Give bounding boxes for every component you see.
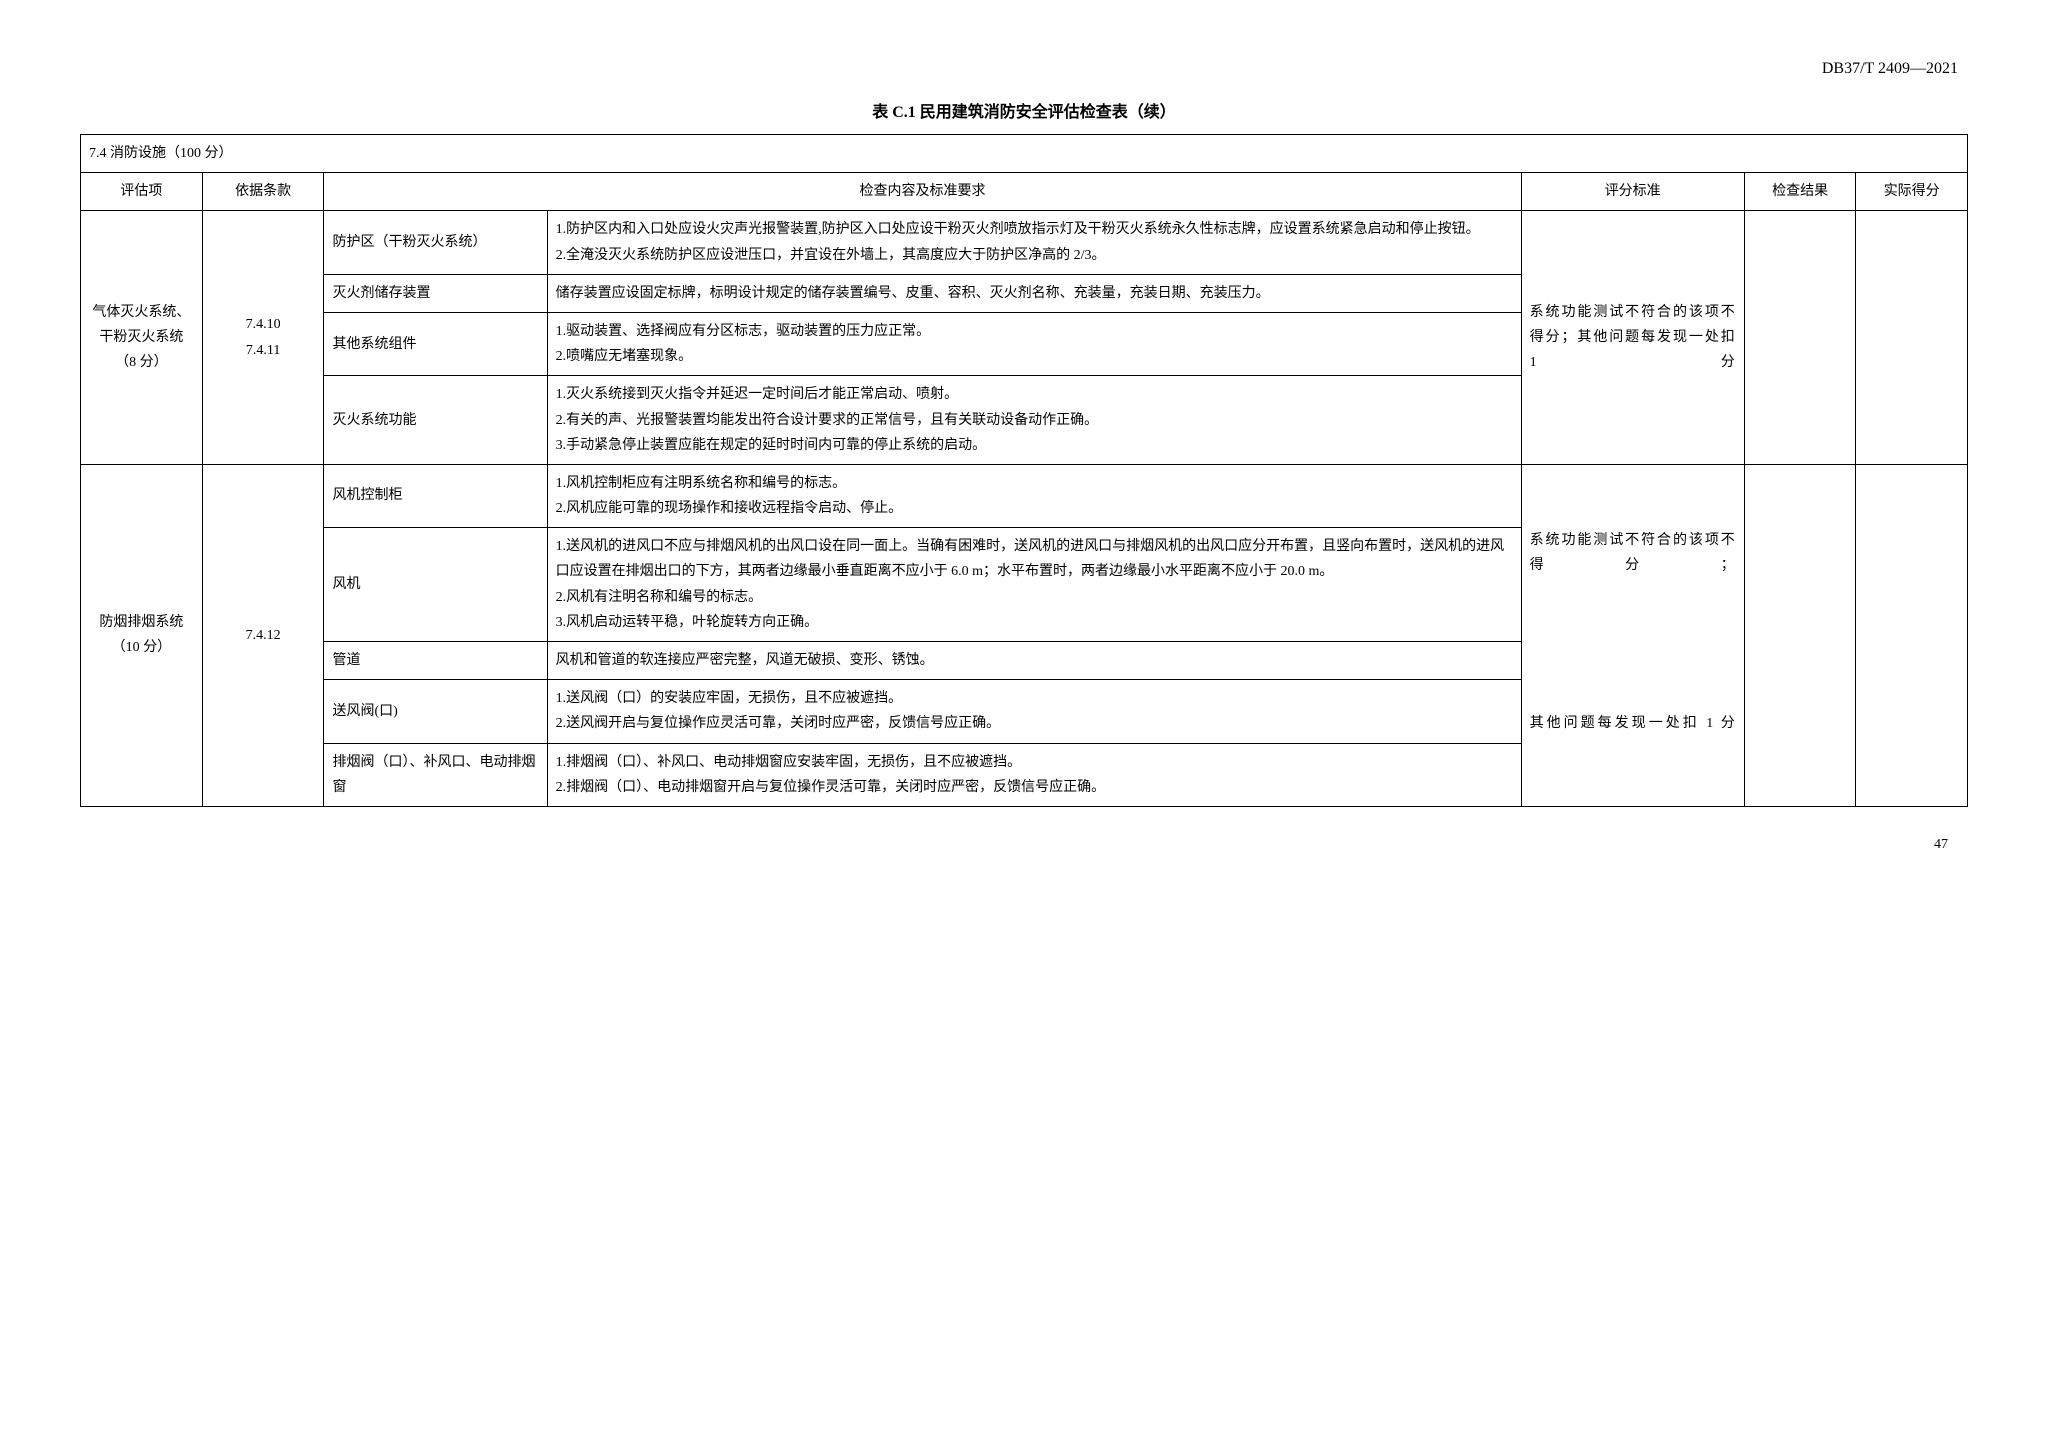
page-number: 47 [80,837,1968,853]
check-content: 1.灭火系统接到灭火指令并延迟一定时间后才能正常启动、喷射。 2.有关的声、光报… [547,376,1521,465]
basis-cell: 7.4.12 [202,464,324,806]
eval-item-cell: 气体灭火系统、干粉灭火系统（8 分） [81,211,203,465]
score-cell [1856,211,1968,465]
criteria-cell: 系统功能测试不符合的该项不得分； [1521,464,1744,641]
criteria-cell: 其他问题每发现一处扣 1 分 [1521,642,1744,807]
check-content: 1.送风阀（口）的安装应牢固，无损伤，且不应被遮挡。 2.送风阀开启与复位操作应… [547,680,1521,743]
column-header-row: 评估项 依据条款 检查内容及标准要求 评分标准 检查结果 实际得分 [81,173,1968,211]
check-item: 灭火剂储存装置 [324,274,547,312]
section-header-row: 7.4 消防设施（100 分） [81,135,1968,173]
check-content: 1.防护区内和入口处应设火灾声光报警装置,防护区入口处应设干粉灭火剂喷放指示灯及… [547,211,1521,274]
result-cell [1744,464,1856,806]
eval-item-cell: 防烟排烟系统（10 分） [81,464,203,806]
header-result: 检查结果 [1744,173,1856,211]
table-row: 管道 风机和管道的软连接应严密完整，风道无破损、变形、锈蚀。 其他问题每发现一处… [81,642,1968,680]
check-content: 储存装置应设固定标牌，标明设计规定的储存装置编号、皮重、容积、灭火剂名称、充装量… [547,274,1521,312]
section-header: 7.4 消防设施（100 分） [81,135,1968,173]
check-item: 灭火系统功能 [324,376,547,465]
check-content: 风机和管道的软连接应严密完整，风道无破损、变形、锈蚀。 [547,642,1521,680]
check-item: 管道 [324,642,547,680]
check-content: 1.送风机的进风口不应与排烟风机的出风口设在同一面上。当确有困难时，送风机的进风… [547,528,1521,642]
check-content: 1.驱动装置、选择阀应有分区标志，驱动装置的压力应正常。 2.喷嘴应无堵塞现象。 [547,312,1521,375]
header-score: 实际得分 [1856,173,1968,211]
check-item: 送风阀(口) [324,680,547,743]
table-row: 气体灭火系统、干粉灭火系统（8 分） 7.4.10 7.4.11 防护区（干粉灭… [81,211,1968,274]
header-eval-item: 评估项 [81,173,203,211]
header-content: 检查内容及标准要求 [324,173,1521,211]
result-cell [1744,211,1856,465]
basis-cell: 7.4.10 7.4.11 [202,211,324,465]
criteria-cell: 系统功能测试不符合的该项不得分；其他问题每发现一处扣 1 分 [1521,211,1744,465]
assessment-table: 7.4 消防设施（100 分） 评估项 依据条款 检查内容及标准要求 评分标准 … [80,134,1968,807]
check-item: 排烟阀（口）、补风口、电动排烟窗 [324,743,547,806]
check-item: 其他系统组件 [324,312,547,375]
header-basis: 依据条款 [202,173,324,211]
check-item: 风机控制柜 [324,464,547,527]
table-title: 表 C.1 民用建筑消防安全评估检查表（续） [80,98,1968,122]
document-code: DB37/T 2409—2021 [80,60,1968,78]
header-criteria: 评分标准 [1521,173,1744,211]
check-item: 防护区（干粉灭火系统） [324,211,547,274]
score-cell [1856,464,1968,806]
check-content: 1.排烟阀（口）、补风口、电动排烟窗应安装牢固，无损伤，且不应被遮挡。 2.排烟… [547,743,1521,806]
check-item: 风机 [324,528,547,642]
table-row: 防烟排烟系统（10 分） 7.4.12 风机控制柜 1.风机控制柜应有注明系统名… [81,464,1968,527]
check-content: 1.风机控制柜应有注明系统名称和编号的标志。 2.风机应能可靠的现场操作和接收远… [547,464,1521,527]
